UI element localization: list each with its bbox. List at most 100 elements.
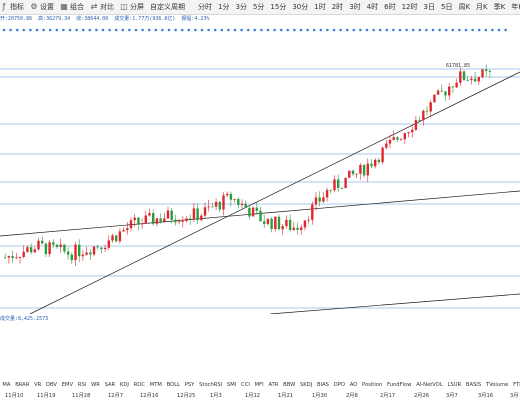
period-14[interactable]: 周K <box>458 3 471 11</box>
indicator-tab-skdj[interactable]: SKDJ <box>299 382 313 388</box>
trend-lines <box>0 71 520 314</box>
indicator-tab-bbw[interactable]: BBW <box>283 382 296 388</box>
period-15[interactable]: 月K <box>476 3 488 11</box>
period-3[interactable]: 5分 <box>252 3 265 11</box>
candlestick-chart[interactable]: 61781.85 <box>0 24 520 314</box>
period-2[interactable]: 3分 <box>235 3 247 11</box>
indicator-tab-psy[interactable]: PSY <box>184 382 195 388</box>
indicator-tab-ao[interactable]: AO <box>349 382 358 388</box>
period-0[interactable]: 分时 <box>198 3 212 11</box>
period-9[interactable]: 4时 <box>366 3 379 11</box>
indicator-tab-mfi[interactable]: MFI <box>254 382 264 388</box>
indicator-tab-ai-netvol[interactable]: AI-NetVOL <box>416 382 443 388</box>
candle-body <box>174 219 177 223</box>
ref-dot <box>253 28 257 32</box>
indicator-tab-cci[interactable]: CCI <box>241 382 250 388</box>
indicator-tab-ma[interactable]: MA <box>2 382 11 388</box>
ref-dot <box>240 28 243 32</box>
combo-button[interactable]: ▦ 组合 <box>60 2 84 12</box>
ref-dot <box>418 28 422 32</box>
ref-dot <box>121 28 125 32</box>
ref-dot <box>114 28 118 32</box>
period-16[interactable]: 季K <box>493 3 506 11</box>
date-label: 11月10 <box>5 393 24 399</box>
ref-dot <box>161 28 164 32</box>
ref-dot <box>68 28 72 32</box>
indicator-tab-mtm[interactable]: MTM <box>149 382 162 388</box>
indicator-tab-basis[interactable]: BASIS <box>465 382 482 388</box>
indicator-tab-boll[interactable]: BOLL <box>166 382 180 388</box>
candle-body <box>488 71 492 72</box>
period-5[interactable]: 30分 <box>292 3 309 11</box>
indicator-tabs: MA BRAR VR DBV EMV RSI WR SAR KDJ ROC MTM BOLL PSY St… <box>0 381 520 390</box>
candle-body <box>122 230 125 232</box>
indicator-tab-roc[interactable]: ROC <box>133 382 145 388</box>
ref-dot <box>62 28 65 32</box>
ref-dot <box>312 28 316 32</box>
candle-body <box>451 86 455 88</box>
split-icon: ◫ <box>120 2 128 11</box>
candle-body <box>425 110 429 112</box>
indicator-tab-wr[interactable]: WR <box>91 382 100 388</box>
indicator-tab-ftbs[interactable]: FTBS <box>513 382 520 388</box>
indicator-tab-emv[interactable]: EMV <box>61 382 74 388</box>
candle-body <box>107 240 110 248</box>
period-6[interactable]: 1时 <box>314 3 326 11</box>
dotted-reference-row <box>2 28 507 32</box>
candle-body <box>322 197 325 202</box>
candle-body <box>440 90 443 92</box>
ref-dot <box>35 28 39 32</box>
candle-body <box>455 82 458 88</box>
indicator-tab-stochrsi[interactable]: StochRSI <box>199 382 223 388</box>
indicator-tab-bias[interactable]: BIAS <box>317 382 329 388</box>
ref-dot <box>266 28 270 32</box>
candle-body <box>329 190 332 191</box>
split-screen-button[interactable]: ◫ 分屏 <box>120 2 144 12</box>
period-7[interactable]: 2时 <box>331 3 344 11</box>
indicator-tab-tvolume[interactable]: TVolume <box>485 382 509 388</box>
candle-body <box>388 139 392 144</box>
period-12[interactable]: 3日 <box>423 3 435 11</box>
ref-dot <box>319 28 323 32</box>
period-1[interactable]: 1分 <box>218 3 230 11</box>
custom-period-button[interactable]: 自定义周期 <box>150 2 185 12</box>
indicator-tab-kdj[interactable]: KDJ <box>119 382 129 388</box>
ohlc-readout: 开:20750.86 高:36279.34 收:38644.00 成交量:1.77万(… <box>0 15 520 23</box>
period-13[interactable]: 5日 <box>440 3 453 11</box>
settings-button[interactable]: ⚙ 设置 <box>30 2 54 12</box>
indicator-tab-smi[interactable]: SMI <box>227 382 237 388</box>
candle-body <box>22 251 25 258</box>
ref-dot <box>444 28 448 32</box>
compare-button[interactable]: ⇄ 对比 <box>90 2 114 12</box>
candle-body <box>366 163 369 176</box>
indicator-tab-fundflow[interactable]: FundFlow <box>387 382 412 388</box>
period-17[interactable]: 年K <box>511 3 520 11</box>
candle-body <box>307 219 310 221</box>
period-4[interactable]: 15分 <box>270 3 287 11</box>
ref-dot <box>95 28 98 32</box>
ref-dot <box>293 28 296 32</box>
period-10[interactable]: 6时 <box>384 3 396 11</box>
indicator-tab-dbv[interactable]: DBV <box>46 382 57 388</box>
candle-body <box>362 164 366 176</box>
indicator-tab-atr[interactable]: ATR <box>268 382 279 388</box>
period-8[interactable]: 3时 <box>349 3 361 11</box>
ref-dot <box>22 28 26 32</box>
indicator-tab-lsur[interactable]: LSUR <box>447 382 462 388</box>
indicator-tab-dpo[interactable]: DPO <box>333 382 345 388</box>
indicator-tab-sar[interactable]: SAR <box>104 382 116 388</box>
candle-body <box>7 256 11 258</box>
candle-body <box>222 195 225 210</box>
period-11[interactable]: 12时 <box>401 3 418 11</box>
indicator-tab-vr[interactable]: VR <box>34 382 42 388</box>
candle-body <box>129 220 133 229</box>
period-high-marker: 61781.85 <box>446 63 470 69</box>
indicator-tab-rsi[interactable]: RSI <box>77 382 87 388</box>
ref-dot <box>352 28 356 32</box>
candle-body <box>448 86 451 96</box>
indicators-button[interactable]: ƒ 指标 <box>0 2 24 12</box>
indicator-tab-brar[interactable]: BRAR <box>15 382 30 388</box>
candle-body <box>481 69 484 78</box>
indicator-tab-position[interactable]: Position <box>362 382 383 388</box>
candle-body <box>337 179 340 189</box>
